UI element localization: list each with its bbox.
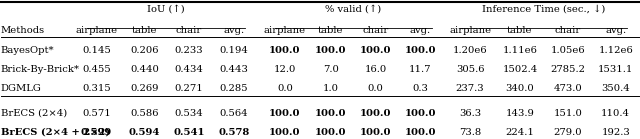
- Text: chair: chair: [555, 26, 581, 35]
- Text: 100.0: 100.0: [269, 128, 301, 137]
- Text: % valid (↑): % valid (↑): [325, 5, 381, 14]
- Text: 237.3: 237.3: [456, 84, 484, 93]
- Text: 0.443: 0.443: [220, 65, 248, 74]
- Text: 100.0: 100.0: [269, 46, 301, 55]
- Text: 0.564: 0.564: [220, 109, 248, 118]
- Text: 151.0: 151.0: [554, 109, 582, 118]
- Text: DGMLG: DGMLG: [1, 84, 42, 93]
- Text: 73.8: 73.8: [459, 128, 481, 137]
- Text: BayesOpt*: BayesOpt*: [1, 46, 54, 55]
- Text: table: table: [318, 26, 344, 35]
- Text: 0.434: 0.434: [175, 65, 204, 74]
- Text: 100.0: 100.0: [315, 128, 347, 137]
- Text: 340.0: 340.0: [506, 84, 534, 93]
- Text: 7.0: 7.0: [323, 65, 339, 74]
- Text: 473.0: 473.0: [554, 84, 582, 93]
- Text: 100.0: 100.0: [404, 128, 436, 137]
- Text: 0.285: 0.285: [220, 84, 248, 93]
- Text: avg.: avg.: [605, 26, 626, 35]
- Text: 0.271: 0.271: [175, 84, 204, 93]
- Text: avg.: avg.: [223, 26, 244, 35]
- Text: 224.1: 224.1: [506, 128, 534, 137]
- Text: 1.11e6: 1.11e6: [502, 46, 538, 55]
- Text: 0.206: 0.206: [130, 46, 159, 55]
- Text: 2785.2: 2785.2: [550, 65, 586, 74]
- Text: Inference Time (sec., ↓): Inference Time (sec., ↓): [482, 5, 605, 14]
- Text: IoU (↑): IoU (↑): [147, 5, 185, 14]
- Text: airplane: airplane: [76, 26, 118, 35]
- Text: 11.7: 11.7: [409, 65, 431, 74]
- Text: 0.541: 0.541: [173, 128, 205, 137]
- Text: 16.0: 16.0: [364, 65, 387, 74]
- Text: 0.594: 0.594: [129, 128, 160, 137]
- Text: 1531.1: 1531.1: [598, 65, 634, 74]
- Text: 279.0: 279.0: [554, 128, 582, 137]
- Text: 0.578: 0.578: [218, 128, 250, 137]
- Text: 0.571: 0.571: [82, 109, 111, 118]
- Text: 100.0: 100.0: [315, 109, 347, 118]
- Text: 110.4: 110.4: [601, 109, 630, 118]
- Text: 0.194: 0.194: [220, 46, 248, 55]
- Text: 0.534: 0.534: [175, 109, 204, 118]
- Text: avg.: avg.: [410, 26, 431, 35]
- Text: 0.145: 0.145: [82, 46, 111, 55]
- Text: 0.440: 0.440: [130, 65, 159, 74]
- Text: 1.05e6: 1.05e6: [550, 46, 585, 55]
- Text: 143.9: 143.9: [506, 109, 534, 118]
- Text: 36.3: 36.3: [459, 109, 481, 118]
- Text: 0.315: 0.315: [82, 84, 111, 93]
- Text: 0.269: 0.269: [130, 84, 159, 93]
- Text: Brick-By-Brick*: Brick-By-Brick*: [1, 65, 80, 74]
- Text: 0.233: 0.233: [175, 46, 204, 55]
- Text: 100.0: 100.0: [360, 46, 391, 55]
- Text: BrECS (2×4 + 2×2): BrECS (2×4 + 2×2): [1, 128, 110, 137]
- Text: 1502.4: 1502.4: [502, 65, 538, 74]
- Text: 0.599: 0.599: [81, 128, 112, 137]
- Text: 100.0: 100.0: [404, 109, 436, 118]
- Text: 1.12e6: 1.12e6: [598, 46, 633, 55]
- Text: 100.0: 100.0: [404, 46, 436, 55]
- Text: 100.0: 100.0: [360, 128, 391, 137]
- Text: Methods: Methods: [1, 26, 45, 35]
- Text: 12.0: 12.0: [274, 65, 296, 74]
- Text: 0.586: 0.586: [130, 109, 159, 118]
- Text: 0.3: 0.3: [412, 84, 428, 93]
- Text: 0.0: 0.0: [277, 84, 293, 93]
- Text: table: table: [507, 26, 532, 35]
- Text: table: table: [132, 26, 157, 35]
- Text: airplane: airplane: [449, 26, 491, 35]
- Text: 0.455: 0.455: [82, 65, 111, 74]
- Text: 305.6: 305.6: [456, 65, 484, 74]
- Text: 100.0: 100.0: [315, 46, 347, 55]
- Text: chair: chair: [176, 26, 202, 35]
- Text: 100.0: 100.0: [360, 109, 391, 118]
- Text: 1.0: 1.0: [323, 84, 339, 93]
- Text: airplane: airplane: [264, 26, 306, 35]
- Text: 350.4: 350.4: [602, 84, 630, 93]
- Text: 0.0: 0.0: [367, 84, 383, 93]
- Text: 1.20e6: 1.20e6: [452, 46, 488, 55]
- Text: chair: chair: [362, 26, 388, 35]
- Text: 192.3: 192.3: [602, 128, 630, 137]
- Text: 100.0: 100.0: [269, 109, 301, 118]
- Text: BrECS (2×4): BrECS (2×4): [1, 109, 67, 118]
